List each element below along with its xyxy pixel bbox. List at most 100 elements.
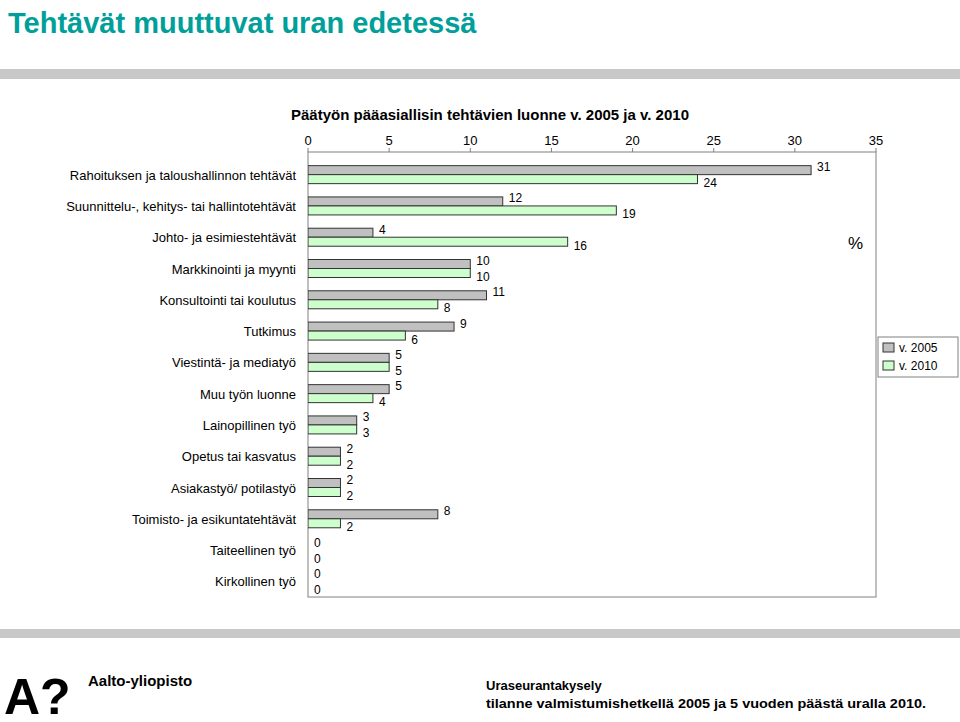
data-label: 10 (476, 270, 490, 284)
data-label: 2 (346, 489, 353, 503)
tick-mark (308, 148, 309, 152)
data-label: 3 (363, 410, 370, 424)
data-label: 5 (395, 379, 402, 393)
data-label: 6 (411, 333, 418, 347)
category-label: Lainopillinen työ (203, 418, 296, 433)
bar (308, 291, 487, 300)
category-label: Kirkollinen työ (215, 574, 296, 589)
data-label: 0 (314, 583, 321, 597)
category-label: Opetus tai kasvatus (182, 449, 297, 464)
organization: Aalto-yliopisto (88, 672, 192, 689)
header-band (0, 69, 960, 79)
bar (308, 416, 357, 425)
category-label: Asiakastyö/ potilastyö (171, 481, 296, 496)
tick-mark (794, 148, 795, 152)
bar (308, 550, 309, 559)
tick-label: 35 (869, 133, 883, 148)
tick-label: 20 (625, 133, 639, 148)
bar (308, 479, 340, 488)
bar (308, 447, 340, 456)
data-label: 12 (509, 191, 523, 205)
data-label: 3 (363, 426, 370, 440)
survey: Uraseurantakysely (486, 678, 602, 693)
canvas: Tehtävät muuttuvat uran edetessäPäätyön … (0, 0, 960, 722)
data-label: 0 (314, 552, 321, 566)
tick-mark (876, 148, 877, 152)
labels: 312412194161010118965554332222820000 (314, 160, 831, 597)
data-label: 31 (817, 160, 831, 174)
axis-label: % (848, 234, 863, 253)
bar (308, 269, 470, 278)
bar (308, 519, 340, 528)
bars (308, 166, 811, 528)
bar (308, 488, 340, 497)
tick-mark (551, 148, 552, 152)
bar (308, 206, 616, 215)
bar (308, 228, 373, 237)
legend-swatch (883, 361, 894, 370)
legend-swatch (883, 343, 894, 352)
tick-label: 25 (706, 133, 720, 148)
tick-mark (470, 148, 471, 152)
plot-frame (308, 152, 876, 597)
bar (308, 581, 309, 590)
category-label: Taiteellinen työ (210, 543, 296, 558)
category-label: Rahoituksen ja taloushallinnon tehtävät (70, 168, 297, 183)
bar (308, 197, 503, 206)
bar (308, 331, 405, 340)
bar (308, 166, 811, 175)
tick-label: 15 (544, 133, 558, 148)
data-label: 10 (476, 254, 490, 268)
bar (308, 237, 568, 246)
tick-label: 10 (463, 133, 477, 148)
legend-label: v. 2010 (899, 359, 938, 373)
tick-label: 30 (788, 133, 802, 148)
data-label: 0 (314, 567, 321, 581)
data-label: 0 (314, 536, 321, 550)
tick-mark (713, 148, 714, 152)
data-label: 4 (379, 395, 386, 409)
data-label: 8 (444, 301, 451, 315)
bar (308, 175, 697, 184)
category-label: Markkinointi ja myynti (172, 262, 296, 277)
data-label: 2 (346, 520, 353, 534)
data-label: 19 (622, 207, 636, 221)
data-label: 16 (574, 239, 588, 253)
tick-label: 5 (386, 133, 393, 148)
data-label: 11 (493, 285, 506, 299)
bar (308, 385, 389, 394)
category-label: Konsultointi tai koulutus (159, 293, 296, 308)
data-label: 2 (346, 473, 353, 487)
bar (308, 260, 470, 269)
legend-label: v. 2005 (899, 341, 938, 355)
bar (308, 353, 389, 362)
tick-label: 0 (304, 133, 311, 148)
data-label: 5 (395, 364, 402, 378)
category-label: Tutkimus (244, 324, 297, 339)
data-label: 2 (346, 442, 353, 456)
bar (308, 322, 454, 331)
data-label: 2 (346, 458, 353, 472)
data-label: 5 (395, 348, 402, 362)
data-label: 9 (460, 317, 467, 331)
chart-title: Päätyön pääasiallisin tehtävien luonne v… (291, 106, 689, 123)
category-label: Suunnittelu-, kehitys- tai hallintotehtä… (66, 199, 296, 214)
note: tilanne valmistumishetkellä 2005 ja 5 vu… (486, 696, 926, 711)
data-label: 8 (444, 504, 451, 518)
category-label: Viestintä- ja mediatyö (172, 355, 296, 370)
legend: v. 2005 v. 2010 (878, 337, 958, 377)
category-label: Toimisto- ja esikuntatehtävät (132, 512, 296, 527)
tick-mark (632, 148, 633, 152)
bar (308, 541, 309, 550)
bar (308, 572, 309, 581)
bar (308, 362, 389, 371)
tick-mark (389, 148, 390, 152)
data-label: 4 (379, 223, 386, 237)
footer-band (0, 629, 960, 638)
bar (308, 456, 340, 465)
category-label: Johto- ja esimiestehtävät (152, 230, 296, 245)
category-label: Muu työn luonne (200, 387, 296, 402)
bar (308, 300, 438, 309)
logo: A? (4, 669, 71, 722)
bar (308, 394, 373, 403)
